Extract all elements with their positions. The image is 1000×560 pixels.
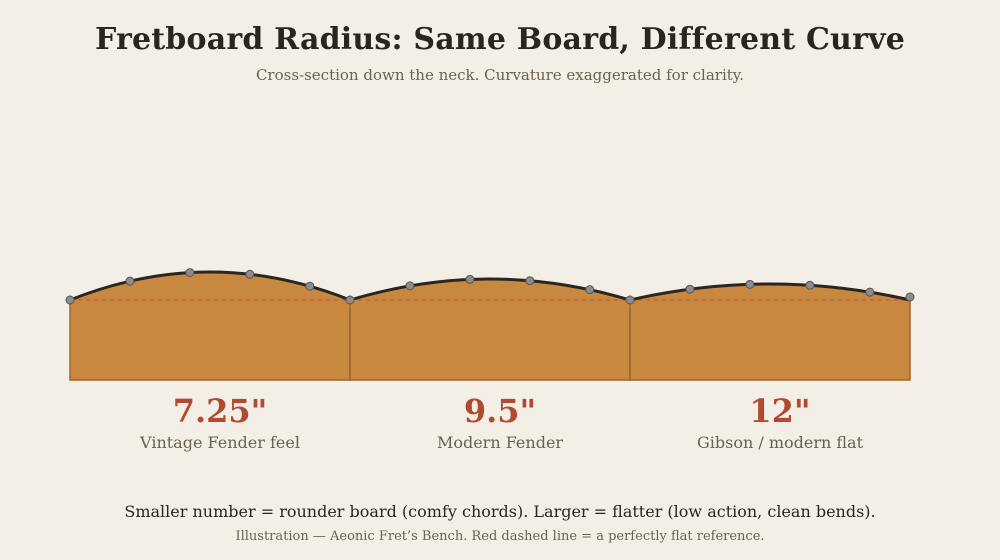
page-title: Fretboard Radius: Same Board, Different … xyxy=(94,22,905,57)
radius-value-3: 12" xyxy=(749,392,811,430)
fret-dot-2-4 xyxy=(525,276,535,286)
radius-value-1: 7.25" xyxy=(172,392,268,430)
fret-dot-1-3 xyxy=(185,268,195,278)
radius-label-1: Vintage Fender feel xyxy=(140,433,300,452)
radius-curve-3 xyxy=(629,282,911,302)
fretboard-section-3 xyxy=(629,283,911,381)
fret-dot-2-2 xyxy=(405,281,415,291)
radius-curve-2 xyxy=(349,277,631,302)
radius-label-3: Gibson / modern flat xyxy=(696,433,864,452)
fret-dot-1-5 xyxy=(305,281,315,291)
fret-dot-3-4 xyxy=(805,280,815,290)
fret-dot-2-1 xyxy=(345,295,355,305)
fret-dot-3-2 xyxy=(685,284,695,294)
radius-label-2: Modern Fender xyxy=(436,433,564,452)
fret-dot-1-2 xyxy=(125,276,135,286)
page-subtitle: Cross-section down the neck. Curvature e… xyxy=(255,66,745,84)
fret-dot-3-5 xyxy=(865,287,875,297)
fretboard-section-2 xyxy=(349,278,631,381)
radius-value-2: 9.5" xyxy=(463,392,537,430)
fret-dot-3-3 xyxy=(745,279,755,289)
fret-dot-2-5 xyxy=(585,285,595,295)
footer-explanation: Smaller number = rounder board (comfy ch… xyxy=(124,502,876,521)
footer-note: Illustration — Aeonic Fret’s Bench. Red … xyxy=(235,529,765,544)
fret-dot-1-1 xyxy=(65,295,75,305)
fret-dot-2-3 xyxy=(465,274,475,284)
fret-dot-end xyxy=(905,292,915,302)
fret-dot-3-1 xyxy=(625,295,635,305)
fret-dot-1-4 xyxy=(245,269,255,279)
